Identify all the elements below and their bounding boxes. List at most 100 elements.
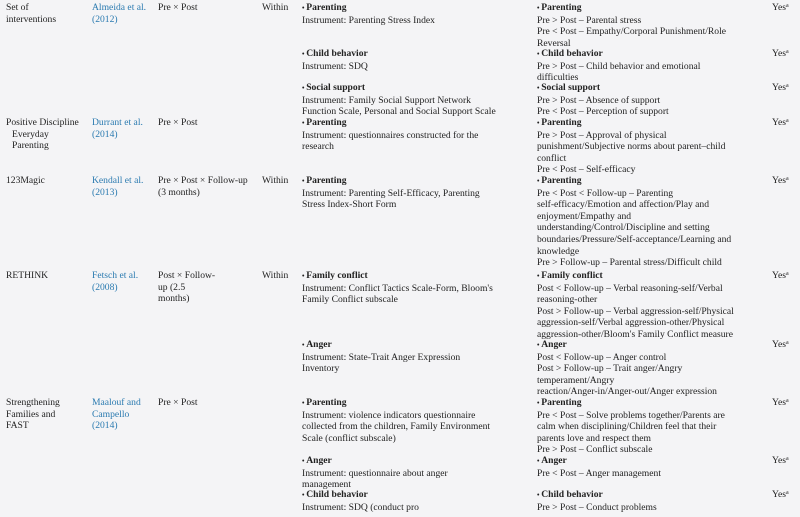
result-line: conflict (537, 152, 567, 164)
outcome-title-text: Family conflict (306, 270, 368, 281)
result-line: Pre < Post – Solve problems together/Par… (537, 409, 725, 421)
reference-line: (2014) (92, 128, 118, 140)
result-block: • Anger Pre < Post – Anger management (537, 455, 661, 479)
result-line: parents love and respect them (537, 432, 652, 444)
outcome-title-text: Anger (306, 455, 332, 466)
outcome-line: Instrument: Conflict Tactics Scale-Form,… (302, 282, 493, 294)
result-line: aggression-self/Verbal aggression-other/… (537, 317, 725, 329)
footnote-marker: a (785, 49, 789, 55)
result-title: • Child behavior (537, 489, 657, 502)
effect-value: Yesa (772, 82, 789, 94)
effect-text: Yes (772, 270, 786, 281)
result-title-text: Parenting (541, 175, 582, 186)
effect-value: Yesa (772, 455, 789, 467)
design: Pre × Post × Follow-up (3 months) (158, 175, 248, 198)
reference-line: Fetsch et al. (92, 270, 139, 281)
bullet-icon: • (302, 119, 307, 127)
reference-link[interactable]: Fetsch et al. (2008) (92, 270, 138, 293)
outcome-line: Inventory (302, 363, 340, 375)
outcome-line: Family Conflict subscale (302, 294, 398, 306)
effect-text: Yes (772, 117, 786, 128)
comparison: Within (262, 2, 289, 13)
outcome-block: • Parenting Instrument: violence indicato… (302, 397, 490, 444)
outcome-block: • Anger Instrument: State-Trait Anger Exp… (302, 339, 460, 375)
reference-link[interactable]: Almeida et al. (2012) (92, 2, 146, 25)
result-title: • Parenting (537, 397, 725, 410)
outcome-line: Scale (conflict subscale) (302, 432, 396, 444)
footnote-marker: a (785, 83, 789, 89)
reference-line: Maalouf and (92, 397, 141, 408)
design: Pre × Post (158, 117, 198, 129)
reference-line: (2014) (92, 420, 118, 432)
program-name: Set of interventions (6, 2, 56, 25)
result-block: • Parenting Pre < Post – Solve problems t… (537, 397, 725, 456)
result-block: • Parenting Pre > Post – Approval of phys… (537, 117, 725, 176)
bullet-icon: • (537, 399, 542, 407)
outcome-title: • Parenting (302, 117, 478, 130)
bullet-icon: • (302, 399, 307, 407)
design: Pre × Post (158, 397, 198, 409)
effect-value: Yesa (772, 339, 789, 351)
reference-link[interactable]: Durrant et al. (2014) (92, 117, 143, 140)
reference-line: Durrant et al. (92, 117, 143, 128)
outcome-block: • Anger Instrument: questionnaire about a… (302, 455, 448, 491)
footnote-marker: a (785, 456, 789, 462)
program-name-line: Strengthening (6, 397, 60, 408)
result-line: Pre < Post – Self-efficacy (537, 164, 636, 176)
design-line: Pre × Post (158, 2, 198, 13)
result-title-text: Family conflict (541, 270, 603, 281)
result-title: • Anger (537, 339, 717, 352)
result-line: Post > Follow-up – Verbal aggression-sel… (537, 305, 734, 317)
outcome-title: • Social support (302, 82, 496, 95)
outcome-block: • Social support Instrument: Family Socia… (302, 82, 496, 118)
outcome-line: Instrument: SDQ (302, 60, 368, 72)
result-title-text: Child behavior (541, 489, 603, 500)
outcome-title: • Parenting (302, 2, 435, 15)
result-line: Pre > Post – Conduct problems (537, 501, 657, 513)
design-line: (3 months) (158, 186, 200, 198)
result-line: Reversal (537, 37, 571, 49)
effect-text: Yes (772, 48, 786, 59)
result-line: calm when disciplining/Children feel tha… (537, 421, 717, 433)
outcome-line: research (302, 141, 334, 153)
design-line: Pre × Post (158, 117, 198, 128)
result-block: • Family conflict Post < Follow-up – Verb… (537, 270, 734, 341)
result-line: punishment/Subjective norms about parent… (537, 141, 726, 153)
effect-value: Yesa (772, 489, 789, 501)
outcome-line: Instrument: State-Trait Anger Expression (302, 351, 461, 363)
reference-line: Kendall et al. (92, 175, 144, 186)
outcome-block: • Parenting Instrument: Parenting Stress … (302, 2, 435, 26)
program-name-line: interventions (6, 13, 57, 25)
design-line: Pre × Post × Follow-up (158, 175, 248, 186)
result-line: Pre > Post – Approval of physical (537, 129, 667, 141)
result-block: • Anger Post < Follow-up – Anger control P… (537, 339, 717, 398)
outcome-title-text: Social support (306, 82, 366, 93)
result-title: • Parenting (537, 2, 726, 15)
bullet-icon: • (302, 457, 307, 465)
outcome-block: • Parenting Instrument: Parenting Self-Ef… (302, 175, 480, 211)
effect-value: Yesa (772, 48, 789, 60)
comparison: Within (262, 270, 289, 281)
reference-link[interactable]: Kendall et al. (2013) (92, 175, 143, 198)
result-title: • Family conflict (537, 270, 734, 283)
result-block: • Parenting Pre < Post < Follow-up – Pare… (537, 175, 731, 269)
result-title-text: Child behavior (541, 48, 603, 59)
result-title: • Social support (537, 82, 669, 95)
result-line: enjoyment/Empathy and (537, 210, 632, 222)
outcome-title-text: Parenting (306, 175, 347, 186)
result-line: difficulties (537, 72, 579, 84)
outcome-title-text: Child behavior (306, 489, 368, 500)
bullet-icon: • (302, 4, 307, 12)
result-line: reaction/Anger-in/Anger-out/Anger expres… (537, 386, 717, 398)
reference-link[interactable]: Maalouf and Campello (2014) (92, 397, 141, 432)
program-name-line: 123Magic (6, 175, 45, 186)
result-title-text: Anger (541, 339, 567, 350)
bullet-icon: • (302, 177, 307, 185)
outcome-block: • Child behavior Instrument: SDQ (conduct… (302, 489, 419, 513)
outcome-line: Stress Index-Short Form (302, 199, 397, 211)
result-line: Pre < Post < Follow-up – Parenting (537, 187, 674, 199)
result-line: self-efficacy/Emotion and affection/Play… (537, 199, 710, 211)
result-line: Pre < Post – Perception of support (537, 106, 669, 118)
result-block: • Parenting Pre > Post – Parental stress P… (537, 2, 726, 49)
result-title-text: Parenting (541, 2, 582, 13)
